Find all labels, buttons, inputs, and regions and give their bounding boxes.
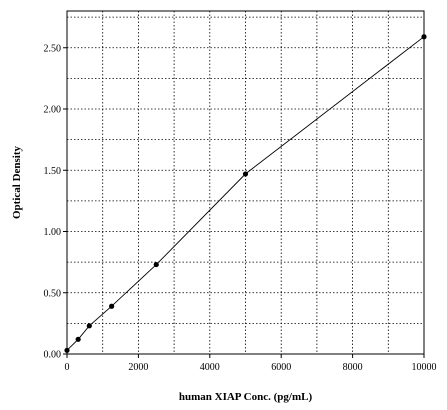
y-tick-label: 2.00 xyxy=(44,105,62,116)
data-point xyxy=(109,303,115,309)
x-tick-label: 4000 xyxy=(200,362,220,373)
data-point xyxy=(64,347,70,353)
y-tick-label: 1.00 xyxy=(44,227,62,238)
grid-layer xyxy=(67,11,424,354)
x-tick-label: 2000 xyxy=(128,362,148,373)
data-point xyxy=(75,336,81,342)
y-tick-label: 2.50 xyxy=(44,43,62,54)
data-point xyxy=(242,171,249,177)
x-tick-label: 0 xyxy=(65,362,70,373)
plot-frame xyxy=(66,10,425,355)
data-point xyxy=(153,261,159,268)
y-axis-title: Optical Density xyxy=(11,145,23,219)
data-point xyxy=(421,34,427,40)
x-tick-label: 10000 xyxy=(412,362,437,373)
tick-layer: 0 2000 4000 6000 8000 10000 0.00 0.50 1.00 1.50 2.… xyxy=(44,43,437,373)
y-tick-label: 0.50 xyxy=(44,288,62,299)
y-tick-label: 1.50 xyxy=(44,166,62,177)
series-layer xyxy=(64,34,427,353)
x-tick-label: 8000 xyxy=(343,362,363,373)
x-axis-title: human XIAP Conc. (pg/mL) xyxy=(179,391,313,403)
y-tick-label: 0.00 xyxy=(44,350,62,361)
x-tick-label: 6000 xyxy=(271,362,291,373)
data-point xyxy=(86,323,92,329)
